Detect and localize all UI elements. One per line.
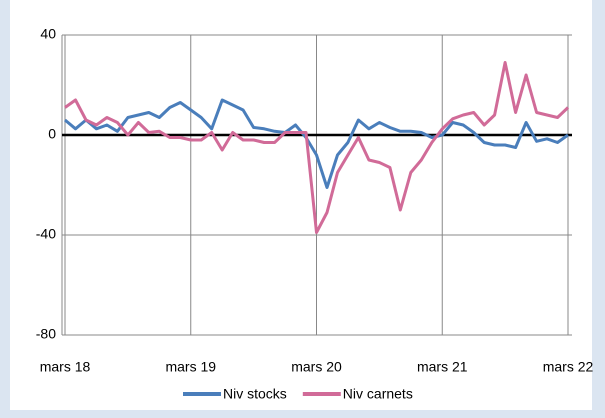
x-tick-label: mars 22 bbox=[543, 359, 594, 375]
x-tick-label: mars 19 bbox=[165, 359, 216, 375]
series-line bbox=[64, 61, 570, 234]
x-tick-label: mars 18 bbox=[40, 359, 91, 375]
y-tick-label: -80 bbox=[36, 326, 56, 342]
legend-label: Niv carnets bbox=[343, 386, 413, 402]
y-tick-label: 40 bbox=[40, 26, 56, 42]
legend-label: Niv stocks bbox=[223, 386, 287, 402]
y-tick-label: 0 bbox=[48, 126, 56, 142]
x-tick-label: mars 20 bbox=[291, 359, 342, 375]
y-tick-label: -40 bbox=[36, 226, 56, 242]
chart-area bbox=[10, 0, 592, 410]
x-tick-label: mars 21 bbox=[417, 359, 468, 375]
series-line bbox=[64, 98, 569, 189]
